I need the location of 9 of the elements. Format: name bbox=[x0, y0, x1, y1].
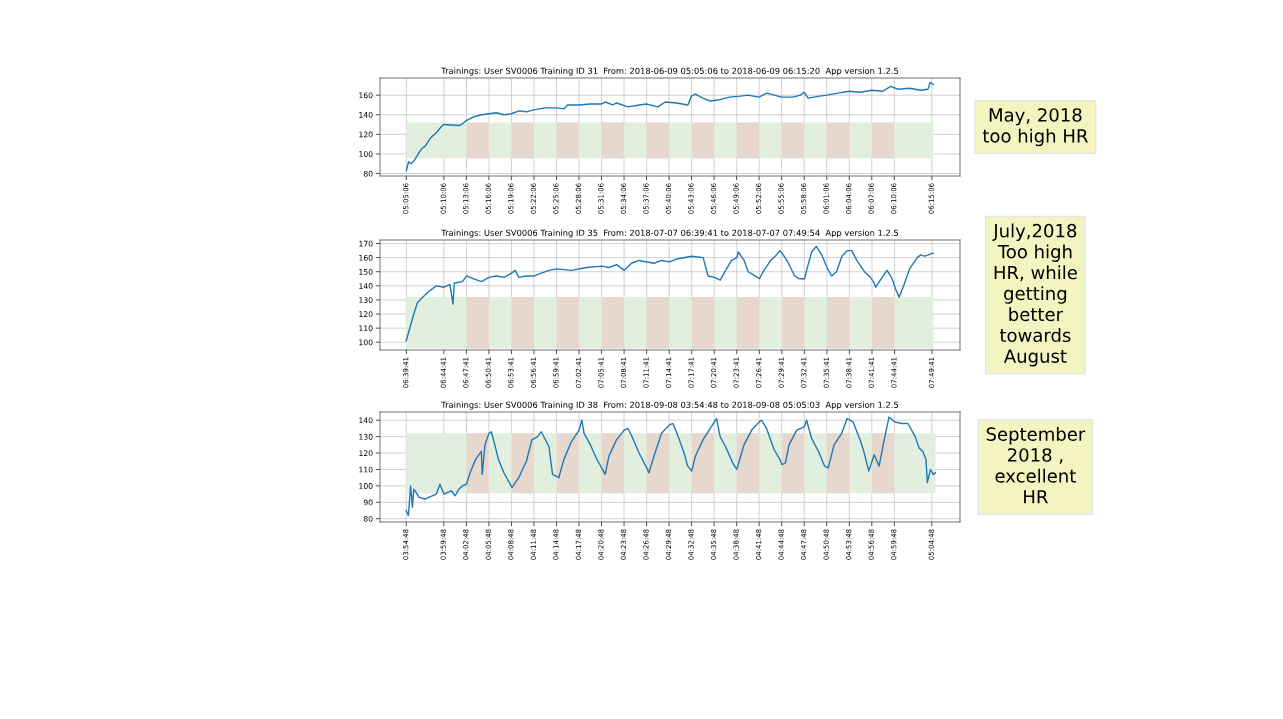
line-series bbox=[405, 81, 935, 172]
line-series bbox=[405, 416, 937, 517]
text: September 2018 , excellent HR bbox=[986, 426, 1086, 504]
line-series bbox=[405, 245, 935, 342]
chart-title: Trainings: User SV0006 Training ID 35 From: 2018-07-07 06:39:41 to 2018-07-07 07:49:54 App version 1.2.5 bbox=[441, 229, 899, 238]
text: July,2018 Too high HR, while getting better towards August bbox=[992, 223, 1077, 367]
chart-title: Trainings: User SV0006 Training ID 38 From: 2018-09-08 03:54:48 to 2018-09-08 05:05:03 App version 1.2.5 bbox=[441, 401, 899, 410]
text: May, 2018 too high HR bbox=[982, 108, 1088, 147]
chart-title: Trainings: User SV0006 Training ID 31 From: 2018-06-09 05:05:06 to 2018-06-09 06:15:20 App version 1.2.5 bbox=[441, 67, 899, 76]
